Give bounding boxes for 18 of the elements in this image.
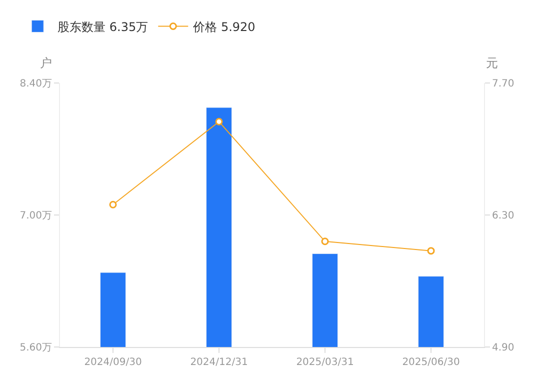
x-tick-label: 2025/03/31	[296, 357, 354, 368]
y2-tick-label: 6.30	[492, 210, 514, 222]
y2-axis-title: 元	[486, 56, 498, 70]
point	[427, 247, 435, 255]
y-axis-title: 户	[40, 56, 52, 70]
y-tick-label: 7.00万	[20, 210, 52, 222]
point	[321, 238, 329, 246]
legend-label: 股东数量 6.35万	[58, 20, 148, 34]
x-tick-label: 2024/12/31	[190, 357, 248, 368]
y2-tick-label: 7.70	[492, 78, 514, 90]
point	[109, 200, 117, 208]
x-tick-label: 2024/09/30	[84, 357, 142, 368]
point	[215, 118, 223, 126]
legend-label: 价格 5.920	[192, 20, 256, 34]
x-tick-label: 2025/06/30	[402, 357, 460, 368]
y2-tick-label: 4.90	[492, 342, 514, 354]
y-tick-label: 8.40万	[20, 78, 52, 90]
y-tick-label: 5.60万	[20, 342, 52, 354]
